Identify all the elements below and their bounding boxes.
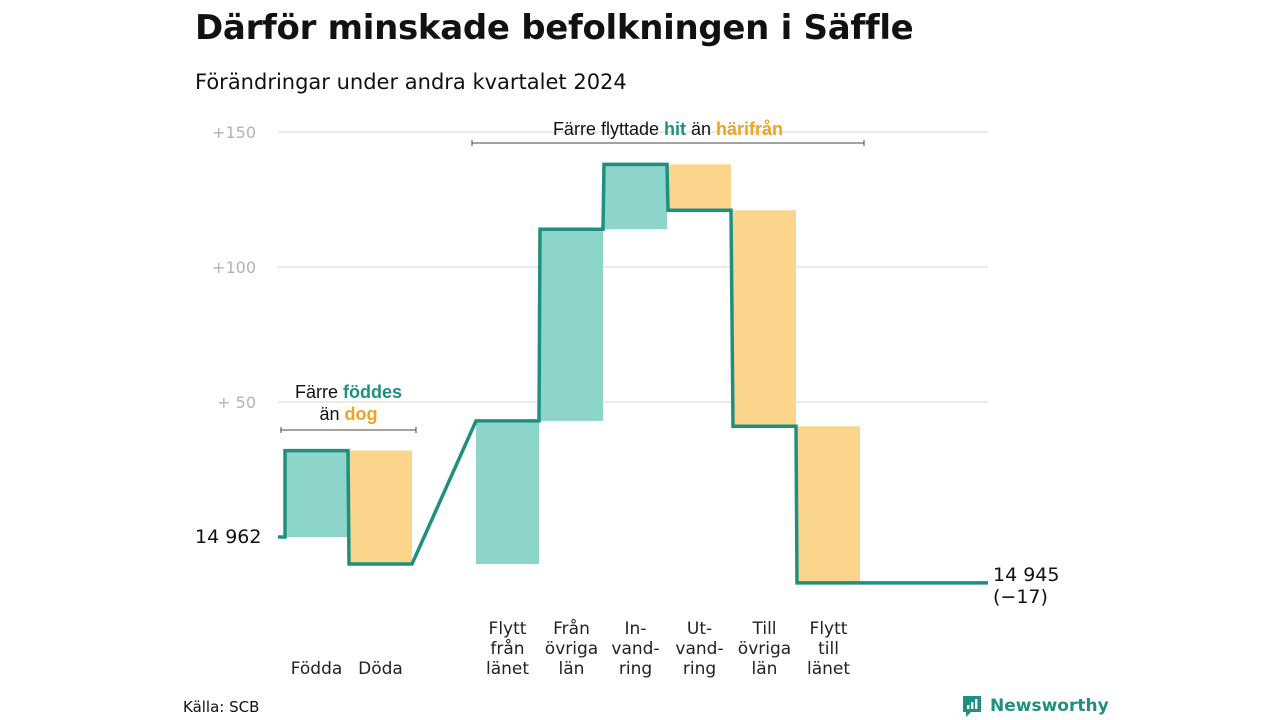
annotation-migration: Färre flyttade hit än härifrån: [553, 119, 783, 139]
annotation-part: dog: [345, 404, 378, 424]
category-label: In-: [625, 619, 647, 639]
cumulative-step-line: [278, 162, 988, 585]
annotation-part: Färre flyttade: [553, 119, 664, 139]
category-label: län: [559, 659, 585, 679]
category-label: till: [818, 639, 839, 659]
y-tick-label: +100: [212, 258, 256, 277]
category-label: länet: [807, 659, 850, 679]
category-label: län: [752, 659, 778, 679]
category-label: från: [490, 638, 524, 659]
annotation-bracket-births-deaths: [280, 427, 417, 433]
start-value-label: 14 962: [195, 526, 261, 548]
annotation-births-deaths: Färre föddes: [295, 382, 402, 402]
decrease-bar: [349, 450, 412, 564]
category-label: Ut-: [687, 619, 712, 639]
category-label: övriga: [738, 639, 791, 659]
category-label: Flytt: [489, 619, 527, 639]
chart-subtitle: Förändringar under andra kvartalet 2024: [195, 70, 627, 94]
category-label: Till: [751, 619, 776, 639]
category-label: länet: [486, 659, 529, 679]
end-change-label: (−17): [993, 586, 1048, 608]
category-label: ring: [683, 659, 716, 679]
increase-bar: [604, 164, 667, 230]
newsworthy-logo-text: Newsworthy: [990, 696, 1109, 716]
annotation-part: än: [686, 119, 716, 139]
annotation-part: härifrån: [716, 119, 783, 139]
decrease-bar: [733, 210, 796, 427]
category-label: Från: [553, 618, 590, 639]
category-label: ring: [619, 659, 652, 679]
y-tick-label: +150: [212, 123, 256, 142]
category-label: Födda: [291, 659, 343, 679]
newsworthy-logo-icon: [963, 696, 981, 717]
chart-title: Därför minskade befolkningen i Säffle: [195, 8, 914, 48]
decrease-bar: [797, 426, 860, 583]
category-label: övriga: [545, 639, 598, 659]
annotation-part: föddes: [343, 382, 402, 402]
category-label: Döda: [358, 659, 403, 679]
increase-bar: [476, 420, 539, 564]
annotation-bracket-migration: [471, 140, 865, 146]
y-tick-label: + 50: [217, 393, 256, 412]
category-label: vand-: [611, 639, 659, 659]
newsworthy-logo: Newsworthy: [960, 694, 1109, 718]
decrease-bar: [668, 164, 731, 211]
annotation-part: Färre: [295, 382, 343, 402]
increase-bar: [540, 229, 603, 421]
annotation-births-deaths-line2: än dog: [319, 404, 377, 424]
source-note: Källa: SCB: [183, 698, 260, 716]
increase-bar: [285, 450, 348, 537]
category-label: Flytt: [810, 619, 848, 639]
annotation-part: än: [319, 404, 344, 424]
annotation-part: hit: [664, 119, 686, 139]
category-label: vand-: [675, 639, 723, 659]
end-value-label: 14 945: [993, 564, 1059, 586]
